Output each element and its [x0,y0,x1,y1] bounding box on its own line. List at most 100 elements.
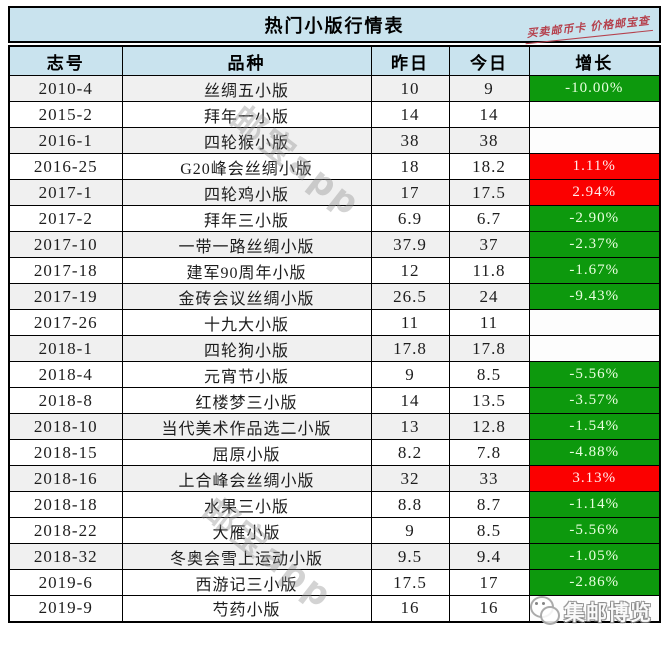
cell-today-price: 11 [448,309,530,336]
quotes-table: 志号 品种 昨日 今日 增长 2010-4 丝绸五小版 10 9 -10.00%… [8,45,661,623]
cell-change-percent: -10.00% [528,75,661,102]
cell-yesterday-price: 17.5 [370,569,450,596]
cell-variety: 大雁小版 [121,517,372,544]
cell-catalog-number: 2018-1 [8,335,123,362]
cell-variety: 拜年一小版 [121,101,372,128]
cell-variety: 当代美术作品选二小版 [121,413,372,440]
table-row: 2017-2 拜年三小版 6.9 6.7 -2.90% [8,205,661,232]
cell-change-percent: -5.56% [528,361,661,388]
table-row: 2018-10 当代美术作品选二小版 13 12.8 -1.54% [8,413,661,440]
cell-change-percent [528,335,661,362]
promo-handwritten-note: 买卖邮币卡 价格邮宝查 [523,12,653,45]
table-row: 2015-2 拜年一小版 14 14 [8,101,661,128]
cell-catalog-number: 2017-1 [8,179,123,206]
cell-variety: G20峰会丝绸小版 [121,153,372,180]
title-band: 热门小版行情表 买卖邮币卡 价格邮宝查 [8,6,661,45]
cell-today-price: 9 [448,75,530,102]
cell-change-percent [528,127,661,154]
cell-catalog-number: 2017-26 [8,309,123,336]
cell-yesterday-price: 13 [370,413,450,440]
cell-change-percent: 3.13% [528,465,661,492]
cell-catalog-number: 2019-6 [8,569,123,596]
cell-yesterday-price: 17.8 [370,335,450,362]
cell-change-percent: 1.11% [528,153,661,180]
cell-catalog-number: 2018-15 [8,439,123,466]
cell-today-price: 38 [448,127,530,154]
cell-today-price: 7.8 [448,439,530,466]
cell-today-price: 18.2 [448,153,530,180]
cell-today-price: 24 [448,283,530,310]
cell-yesterday-price: 11 [370,309,450,336]
table-row: 2018-15 屈原小版 8.2 7.8 -4.88% [8,439,661,466]
table-row: 2017-19 金砖会议丝绸小版 26.5 24 -9.43% [8,283,661,310]
cell-change-percent: -1.05% [528,543,661,570]
cell-catalog-number: 2017-18 [8,257,123,284]
cell-variety: 西游记三小版 [121,569,372,596]
cell-change-percent: -2.37% [528,231,661,258]
cell-variety: 丝绸五小版 [121,75,372,102]
cell-variety: 芍药小版 [121,595,372,622]
cell-change-percent: -2.90% [528,205,661,232]
cell-yesterday-price: 6.9 [370,205,450,232]
cell-yesterday-price: 18 [370,153,450,180]
cell-catalog-number: 2015-2 [8,101,123,128]
table-row: 2017-10 一带一路丝绸小版 37.9 37 -2.37% [8,231,661,258]
table-row: 2016-1 四轮猴小版 38 38 [8,127,661,154]
table-row: 2019-6 西游记三小版 17.5 17 -2.86% [8,569,661,596]
cell-today-price: 33 [448,465,530,492]
cell-yesterday-price: 14 [370,387,450,414]
cell-yesterday-price: 37.9 [370,231,450,258]
cell-catalog-number: 2019-9 [8,595,123,622]
table-row: 2017-1 四轮鸡小版 17 17.5 2.94% [8,179,661,206]
cell-variety: 十九大小版 [121,309,372,336]
column-header-variety: 品种 [121,45,372,76]
cell-yesterday-price: 12 [370,257,450,284]
cell-catalog-number: 2017-10 [8,231,123,258]
cell-catalog-number: 2016-25 [8,153,123,180]
cell-catalog-number: 2018-32 [8,543,123,570]
cell-variety: 四轮狗小版 [121,335,372,362]
column-header-yesterday: 昨日 [370,45,450,76]
table-row: 2018-4 元宵节小版 9 8.5 -5.56% [8,361,661,388]
cell-change-percent: -3.57% [528,387,661,414]
table-row: 2018-8 红楼梦三小版 14 13.5 -3.57% [8,387,661,414]
cell-change-percent: 2.94% [528,179,661,206]
cell-yesterday-price: 8.2 [370,439,450,466]
cell-yesterday-price: 8.8 [370,491,450,518]
cell-catalog-number: 2017-2 [8,205,123,232]
cell-today-price: 12.8 [448,413,530,440]
cell-change-percent: -4.88% [528,439,661,466]
cell-catalog-number: 2018-10 [8,413,123,440]
cell-change-percent: -1.67% [528,257,661,284]
cell-today-price: 14 [448,101,530,128]
cell-yesterday-price: 9.5 [370,543,450,570]
cell-catalog-number: 2018-8 [8,387,123,414]
cell-yesterday-price: 16 [370,595,450,622]
cell-variety: 屈原小版 [121,439,372,466]
cell-today-price: 9.4 [448,543,530,570]
cell-change-percent: -9.43% [528,283,661,310]
page-title: 热门小版行情表 [264,15,405,36]
table-row: 2010-4 丝绸五小版 10 9 -10.00% [8,75,661,102]
cell-yesterday-price: 26.5 [370,283,450,310]
cell-yesterday-price: 9 [370,517,450,544]
cell-variety: 四轮猴小版 [121,127,372,154]
cell-today-price: 17 [448,569,530,596]
cell-variety: 水果三小版 [121,491,372,518]
cell-change-percent: -1.54% [528,413,661,440]
cell-today-price: 6.7 [448,205,530,232]
table-row: 2018-32 冬奥会雪上运动小版 9.5 9.4 -1.05% [8,543,661,570]
cell-today-price: 11.8 [448,257,530,284]
cell-today-price: 8.5 [448,517,530,544]
cell-variety: 金砖会议丝绸小版 [121,283,372,310]
cell-change-percent: -2.86% [528,569,661,596]
cell-yesterday-price: 32 [370,465,450,492]
cell-variety: 上合峰会丝绸小版 [121,465,372,492]
cell-today-price: 8.7 [448,491,530,518]
cell-today-price: 13.5 [448,387,530,414]
cell-variety: 红楼梦三小版 [121,387,372,414]
cell-change-percent: -1.14% [528,491,661,518]
cell-variety: 四轮鸡小版 [121,179,372,206]
cell-yesterday-price: 38 [370,127,450,154]
table-row: 2016-25 G20峰会丝绸小版 18 18.2 1.11% [8,153,661,180]
